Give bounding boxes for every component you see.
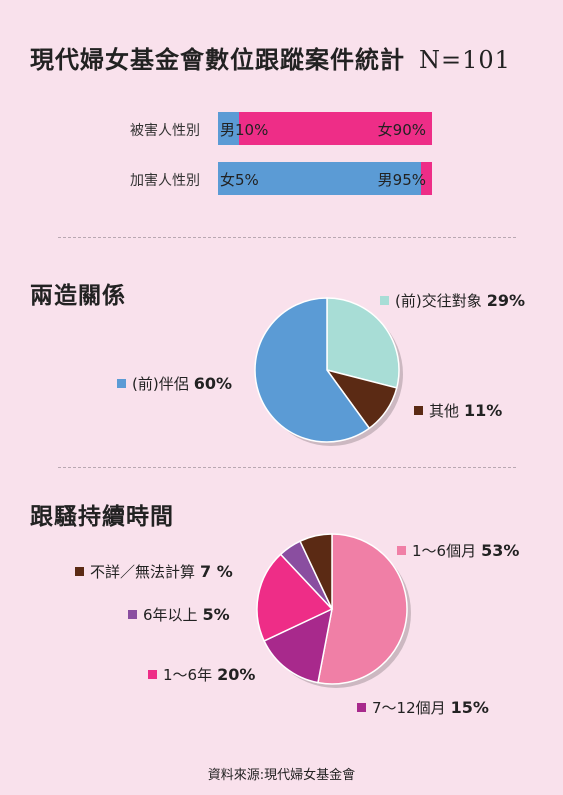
pie-slice xyxy=(254,297,371,443)
pie-legend-item: 1～6年 20% xyxy=(148,664,255,685)
bar-value-label: 男95% xyxy=(377,171,426,189)
legend-swatch xyxy=(128,610,137,619)
sample-size: N=101 xyxy=(419,46,511,74)
legend-swatch xyxy=(357,703,366,712)
title-text: 現代婦女基金會數位跟蹤案件統計 xyxy=(30,46,405,74)
legend-value: 15% xyxy=(450,698,489,717)
bar-segment xyxy=(239,112,432,145)
legend-value: 5% xyxy=(202,605,230,624)
legend-swatch xyxy=(75,567,84,576)
legend-value: 29% xyxy=(486,291,526,310)
pie-legend-item: 其他 11% xyxy=(414,400,502,421)
legend-label: (前)伴侶 xyxy=(132,375,189,393)
divider xyxy=(58,237,516,238)
legend-label: 不詳／無法計算 xyxy=(90,563,196,581)
source-note: 資料來源:現代婦女基金會 xyxy=(207,768,356,783)
duration-section-title: 跟騷持續時間 xyxy=(30,504,174,530)
legend-value: 11% xyxy=(464,401,503,420)
pie-legend-item: 不詳／無法計算 7 % xyxy=(75,561,233,582)
pie-legend-item: 1～6個月 53% xyxy=(397,540,519,561)
legend-swatch xyxy=(414,406,423,415)
bar-value-label: 女5% xyxy=(220,171,259,189)
bar-category-label: 被害人性別 xyxy=(130,123,200,139)
legend-value: 53% xyxy=(481,541,520,560)
pie-legend-item: (前)伴侶 60% xyxy=(117,373,232,394)
legend-label: 7～12個月 xyxy=(372,699,446,717)
bar-segment xyxy=(421,162,432,195)
pie-legend-item: (前)交往對象 29% xyxy=(380,290,525,311)
legend-swatch xyxy=(148,670,157,679)
page-title: 現代婦女基金會數位跟蹤案件統計 N=101 xyxy=(30,40,540,75)
pie-slice xyxy=(256,553,334,642)
bar-segment xyxy=(218,112,240,145)
bar-value-label: 男10% xyxy=(220,121,269,139)
divider xyxy=(58,467,516,468)
pie-slice xyxy=(317,533,408,685)
legend-swatch xyxy=(380,296,389,305)
pie-slice xyxy=(263,607,334,684)
bar-value-label: 女90% xyxy=(377,121,426,139)
legend-label: (前)交往對象 xyxy=(395,292,482,310)
legend-value: 7 % xyxy=(200,562,233,581)
legend-value: 60% xyxy=(193,374,233,393)
pie-slice xyxy=(299,533,333,610)
stacked-bar xyxy=(218,162,432,195)
legend-label: 6年以上 xyxy=(143,606,198,624)
legend-value: 20% xyxy=(217,665,256,684)
pie-legend-item: 7～12個月 15% xyxy=(357,697,489,718)
bar-segment xyxy=(218,162,422,195)
legend-swatch xyxy=(117,379,126,388)
legend-label: 1～6個月 xyxy=(412,542,477,560)
legend-label: 其他 xyxy=(429,402,460,420)
pie-slice xyxy=(326,297,400,389)
legend-label: 1～6年 xyxy=(163,666,213,684)
legend-swatch xyxy=(397,546,406,555)
bar-category-label: 加害人性別 xyxy=(130,173,200,189)
relationship-section-title: 兩造關係 xyxy=(30,283,126,309)
stacked-bar xyxy=(218,112,432,145)
pie-legend-item: 6年以上 5% xyxy=(128,604,230,625)
